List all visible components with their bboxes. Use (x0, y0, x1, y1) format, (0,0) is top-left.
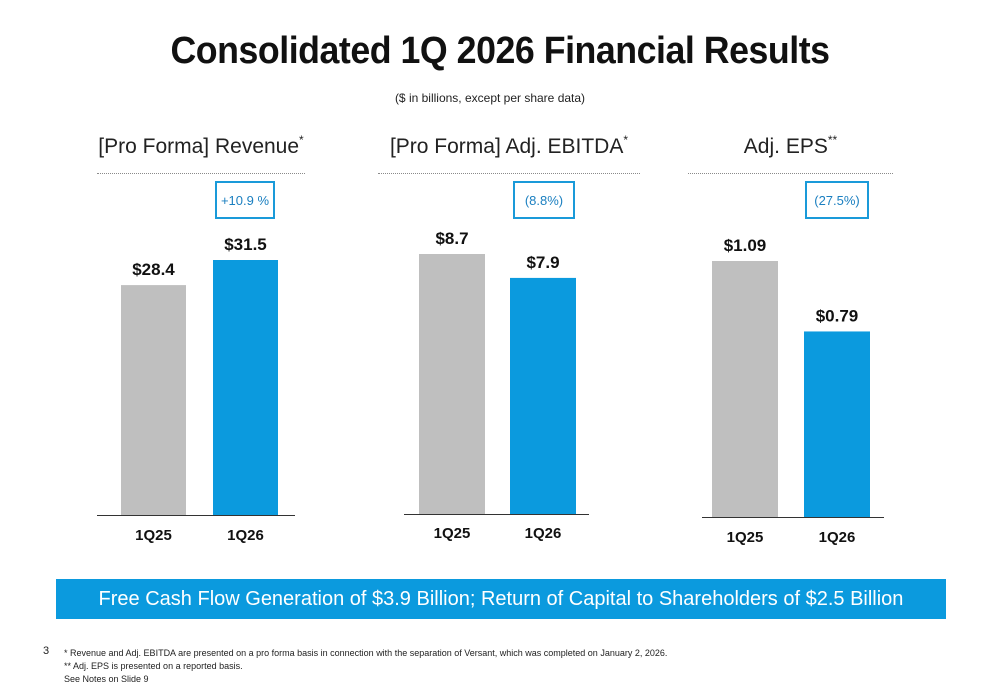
footnote-see-notes: See Notes on Slide 9 (64, 674, 149, 684)
eps-panel: Adj. EPS** (27.5%) $1.09 1Q25 $0.79 1Q26 (688, 133, 893, 555)
ebitda-category-label-1q26: 1Q26 (525, 525, 562, 542)
eps-category-label-1q26: 1Q26 (819, 529, 856, 546)
ebitda-bar-1q26 (510, 277, 576, 514)
revenue-bar-chart: $28.4 1Q25 $31.5 1Q26 (97, 235, 295, 544)
revenue-category-label-1q25: 1Q25 (135, 527, 172, 544)
revenue-value-label-1q25: $28.4 (132, 260, 175, 279)
ebitda-chart-title: [Pro Forma] Adj. EBITDA* (378, 133, 640, 159)
eps-title-text: Adj. EPS (743, 135, 828, 158)
eps-value-label-1q25: $1.09 (724, 236, 767, 255)
eps-bar-chart: $1.09 1Q25 $0.79 1Q26 (702, 236, 884, 546)
page-title: Consolidated 1Q 2026 Financial Results (170, 30, 830, 72)
revenue-panel: [Pro Forma] Revenue* +10.9 % $28.4 1Q25 $3… (97, 133, 305, 555)
ebitda-change-badge: (8.8%) (513, 181, 575, 219)
revenue-change-badge: +10.9 % (215, 181, 275, 219)
ebitda-panel: [Pro Forma] Adj. EBITDA* (8.8%) $8.7 1Q25… (378, 133, 640, 555)
eps-bar-1q26 (804, 331, 870, 517)
footnotes: * Revenue and Adj. EBITDA are presented … (64, 647, 667, 686)
footnote-eps: ** Adj. EPS is presented on a reported b… (64, 661, 243, 671)
ebitda-divider (378, 173, 640, 174)
free-cash-flow-banner: Free Cash Flow Generation of $3.9 Billio… (56, 579, 946, 619)
revenue-title-footnote-mark: * (299, 133, 304, 147)
revenue-value-label-1q26: $31.5 (224, 235, 267, 254)
eps-bar-1q25 (712, 261, 778, 517)
ebitda-title-footnote-mark: * (623, 133, 629, 147)
eps-title-footnote-mark: ** (827, 133, 838, 147)
ebitda-bar-chart: $8.7 1Q25 $7.9 1Q26 (404, 229, 589, 542)
revenue-bar-1q26 (213, 260, 278, 515)
revenue-bar-1q25 (121, 285, 186, 515)
slide-number: 3 (43, 645, 50, 657)
eps-category-label-1q25: 1Q25 (727, 529, 764, 546)
eps-change-badge: (27.5%) (805, 181, 869, 219)
revenue-category-label-1q26: 1Q26 (227, 527, 264, 544)
eps-divider (688, 173, 893, 174)
footnote-revenue-ebitda: * Revenue and Adj. EBITDA are presented … (64, 648, 668, 658)
revenue-title-text: [Pro Forma] Revenue (98, 135, 300, 158)
page-subtitle: ($ in billions, except per share data) (394, 91, 586, 105)
ebitda-value-label-1q25: $8.7 (435, 229, 468, 248)
eps-chart-title: Adj. EPS** (688, 133, 893, 159)
ebitda-value-label-1q26: $7.9 (526, 253, 559, 272)
revenue-chart-title: [Pro Forma] Revenue* (97, 133, 305, 159)
ebitda-bar-1q25 (419, 254, 485, 514)
eps-value-label-1q26: $0.79 (816, 306, 859, 325)
ebitda-category-label-1q25: 1Q25 (434, 525, 471, 542)
revenue-divider (97, 173, 305, 174)
ebitda-title-text: [Pro Forma] Adj. EBITDA (389, 135, 624, 158)
